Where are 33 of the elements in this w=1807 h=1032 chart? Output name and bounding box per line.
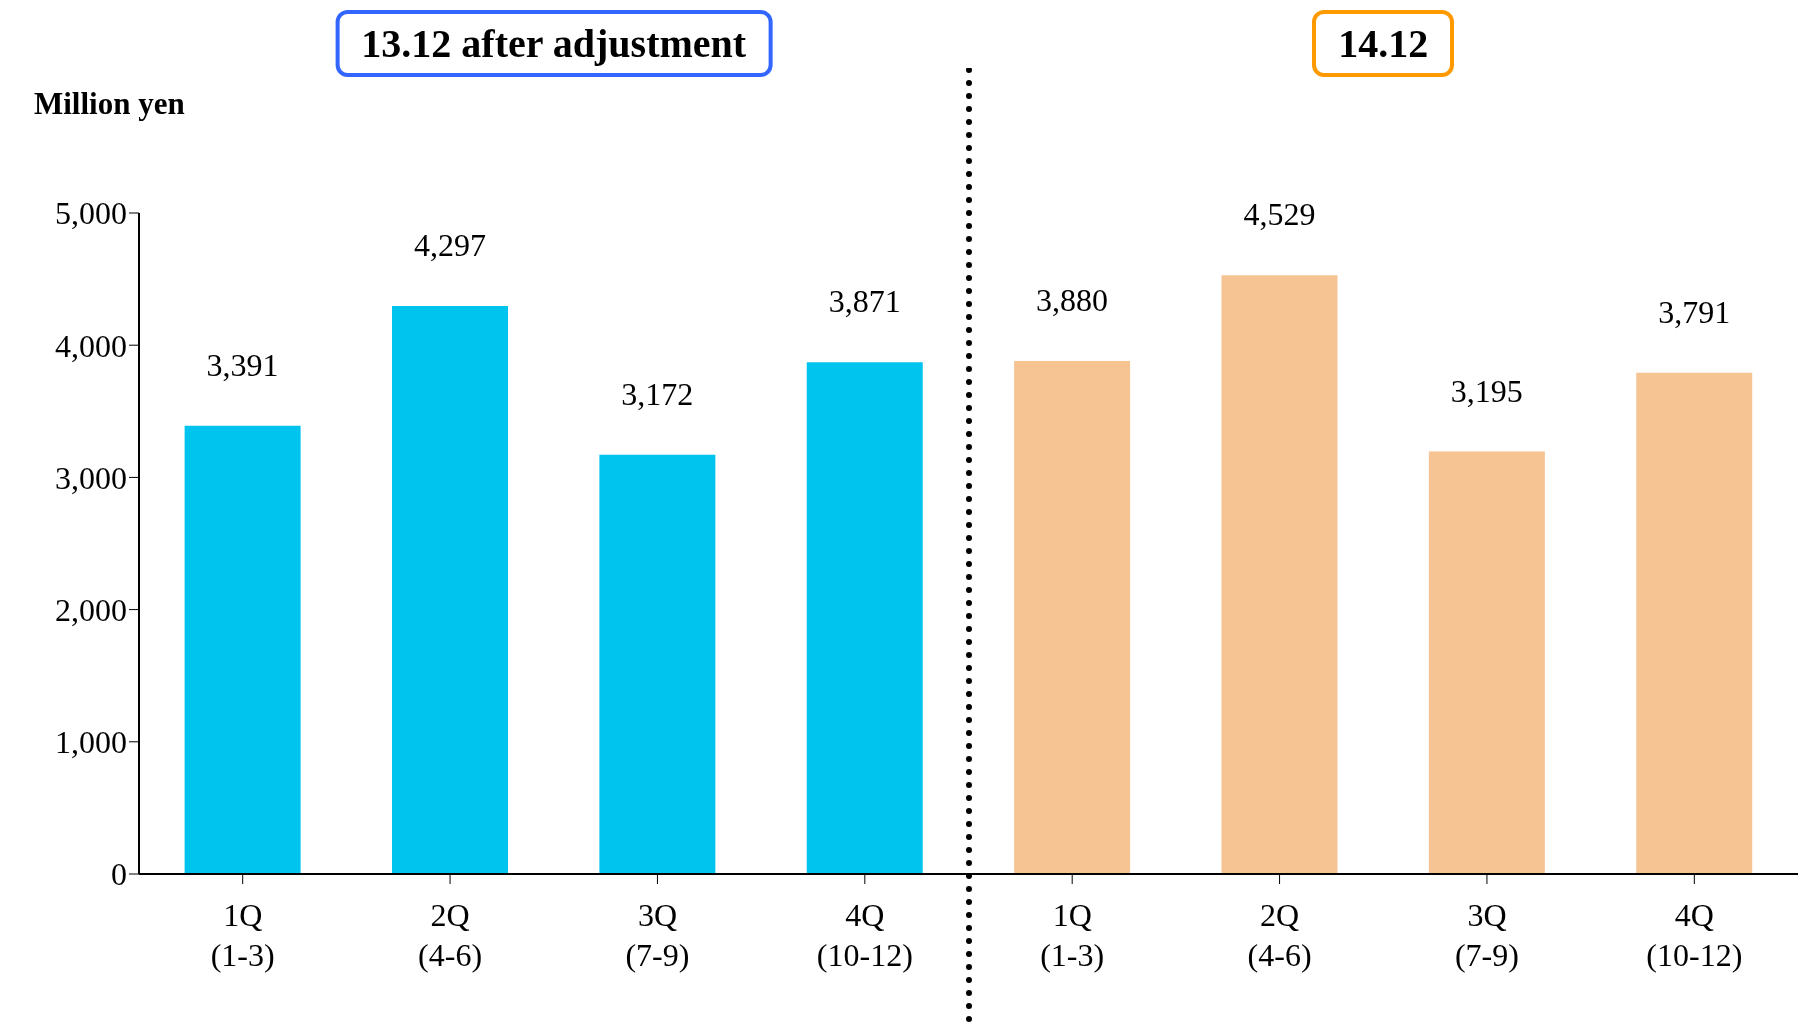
y-tick-label: 4,000 [55,327,127,364]
y-tick-label: 5,000 [55,195,127,232]
x-tick-label: 2Q (4-6) [1247,897,1312,973]
bar [184,425,301,874]
bar [806,362,923,874]
x-tick-label: 3Q (7-9) [1454,897,1519,973]
bar [1221,275,1338,874]
data-label: 3,871 [828,283,901,320]
text: 14.12 [1312,10,1455,77]
bar [1428,451,1545,874]
text: 13.12 after adjustment [335,10,773,77]
bar [392,305,508,874]
y-tick-label: 1,000 [55,724,127,761]
x-tick-label: 1Q (1-3) [1040,897,1105,973]
y-tick-label: 2,000 [55,591,127,628]
data-label: 4,297 [414,226,486,263]
data-label: 3,791 [1658,293,1731,330]
bar [1636,372,1753,874]
bar [599,454,716,874]
data-label: 3,880 [1036,282,1109,319]
x-tick-label: 1Q (1-3) [210,897,275,973]
x-tick-label: 4Q (10-12) [816,897,913,973]
bar [1014,361,1131,874]
y-axis-title: Million yen [34,86,185,122]
y-tick-label: 0 [111,856,127,893]
x-tick-label: 2Q (4-6) [418,897,483,973]
data-label: 3,195 [1450,372,1523,409]
x-tick-label: 3Q (7-9) [625,897,690,973]
y-tick-label: 3,000 [55,459,127,496]
data-label: 3,391 [206,346,279,383]
data-label: 3,172 [621,375,694,412]
x-tick-label: 4Q (10-12) [1646,897,1743,973]
data-label: 4,529 [1243,196,1316,233]
